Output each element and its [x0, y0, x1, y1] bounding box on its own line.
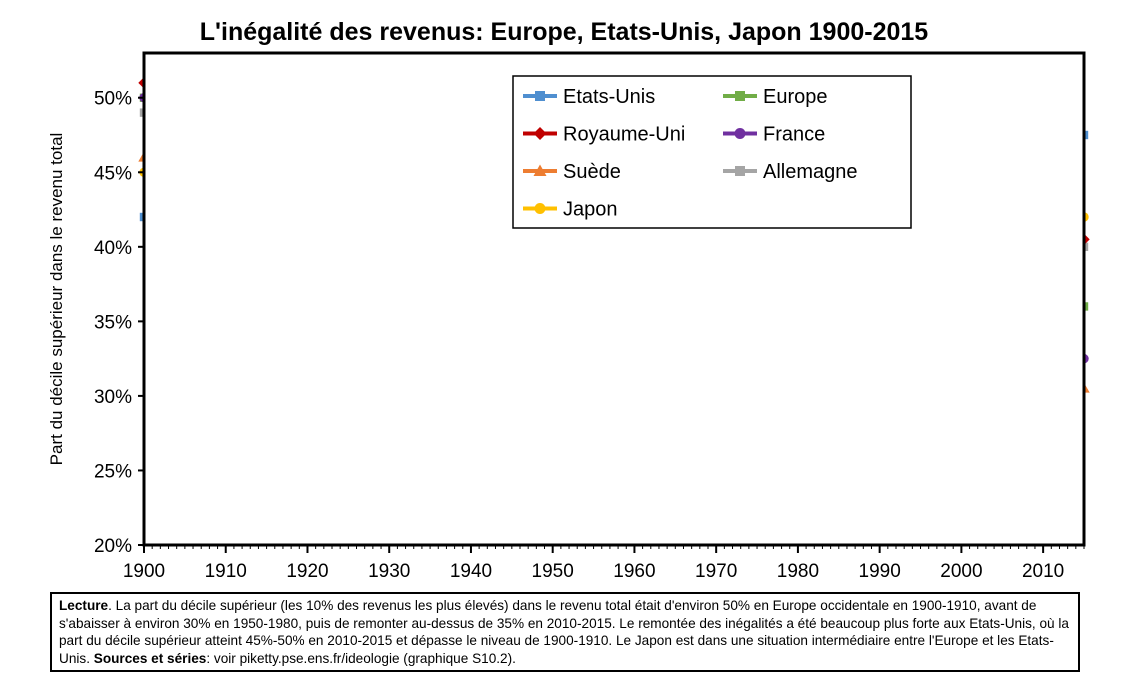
- legend-box: [512, 75, 912, 229]
- y-tick-label: 50%: [94, 89, 132, 110]
- legend-item: Royaume-Uni: [523, 124, 685, 146]
- x-tick-label: 1990: [859, 561, 901, 582]
- y-axis-label: Part du décile supérieur dans le revenu …: [47, 133, 66, 466]
- x-tick-label: 1970: [695, 561, 737, 582]
- x-tick-label: 1920: [286, 561, 328, 582]
- legend-label: Allemagne: [763, 161, 858, 183]
- x-tick-label: 2000: [940, 561, 982, 582]
- legend-label: Etats-Unis: [563, 86, 655, 108]
- legend-label: Royaume-Uni: [563, 124, 685, 146]
- x-tick-label: 1960: [613, 561, 655, 582]
- x-tick-label: 1930: [368, 561, 410, 582]
- y-tick-label: 20%: [94, 536, 132, 557]
- x-tick-label: 1900: [123, 561, 165, 582]
- data-point: [534, 203, 546, 214]
- x-tick-label: 1910: [205, 561, 247, 582]
- x-tick-label: 1950: [532, 561, 574, 582]
- data-point: [735, 91, 745, 101]
- legend-label: Suède: [563, 161, 621, 183]
- note-bold-label: Lecture: [59, 598, 109, 613]
- legend-item: Etats-Unis: [523, 86, 655, 108]
- data-point: [535, 91, 545, 101]
- legend-label: Japon: [563, 199, 618, 221]
- legend-item: Suède: [523, 161, 621, 183]
- note-sources-label: Sources et séries: [93, 650, 207, 666]
- legend-item: Japon: [523, 199, 618, 221]
- data-point: [533, 164, 547, 176]
- legend-item: Europe: [723, 86, 828, 108]
- legend-item: France: [723, 124, 825, 146]
- x-tick-label: 1940: [450, 561, 492, 582]
- note-text: . La part du décile supérieur (les 10% d…: [59, 598, 1069, 666]
- line-chart: 20% 25% 30% 35% 40% 45% 50% 1900 1910 1920 1930 194…: [47, 51, 1090, 582]
- y-tick-label: 40%: [94, 238, 132, 259]
- legend-item: Allemagne: [723, 161, 858, 183]
- legend-label: France: [763, 124, 825, 146]
- x-tick-label: 1980: [777, 561, 819, 582]
- y-tick-label: 30%: [94, 387, 132, 408]
- data-point: [533, 127, 547, 140]
- chart-title: L'inégalité des revenus: Europe, Etats-U…: [199, 18, 929, 46]
- note-sources-text: : voir piketty.pse.ens.fr/ideologie (gra…: [206, 650, 516, 666]
- data-point: [735, 166, 745, 176]
- data-point: [734, 128, 746, 139]
- y-tick-label: 25%: [94, 461, 132, 482]
- reading-note: Lecture. La part du décile supérieur (le…: [50, 592, 1080, 672]
- y-tick-label: 35%: [94, 312, 132, 333]
- y-tick-label: 45%: [94, 163, 132, 184]
- legend-label: Europe: [763, 86, 828, 108]
- x-tick-label: 2010: [1022, 561, 1064, 582]
